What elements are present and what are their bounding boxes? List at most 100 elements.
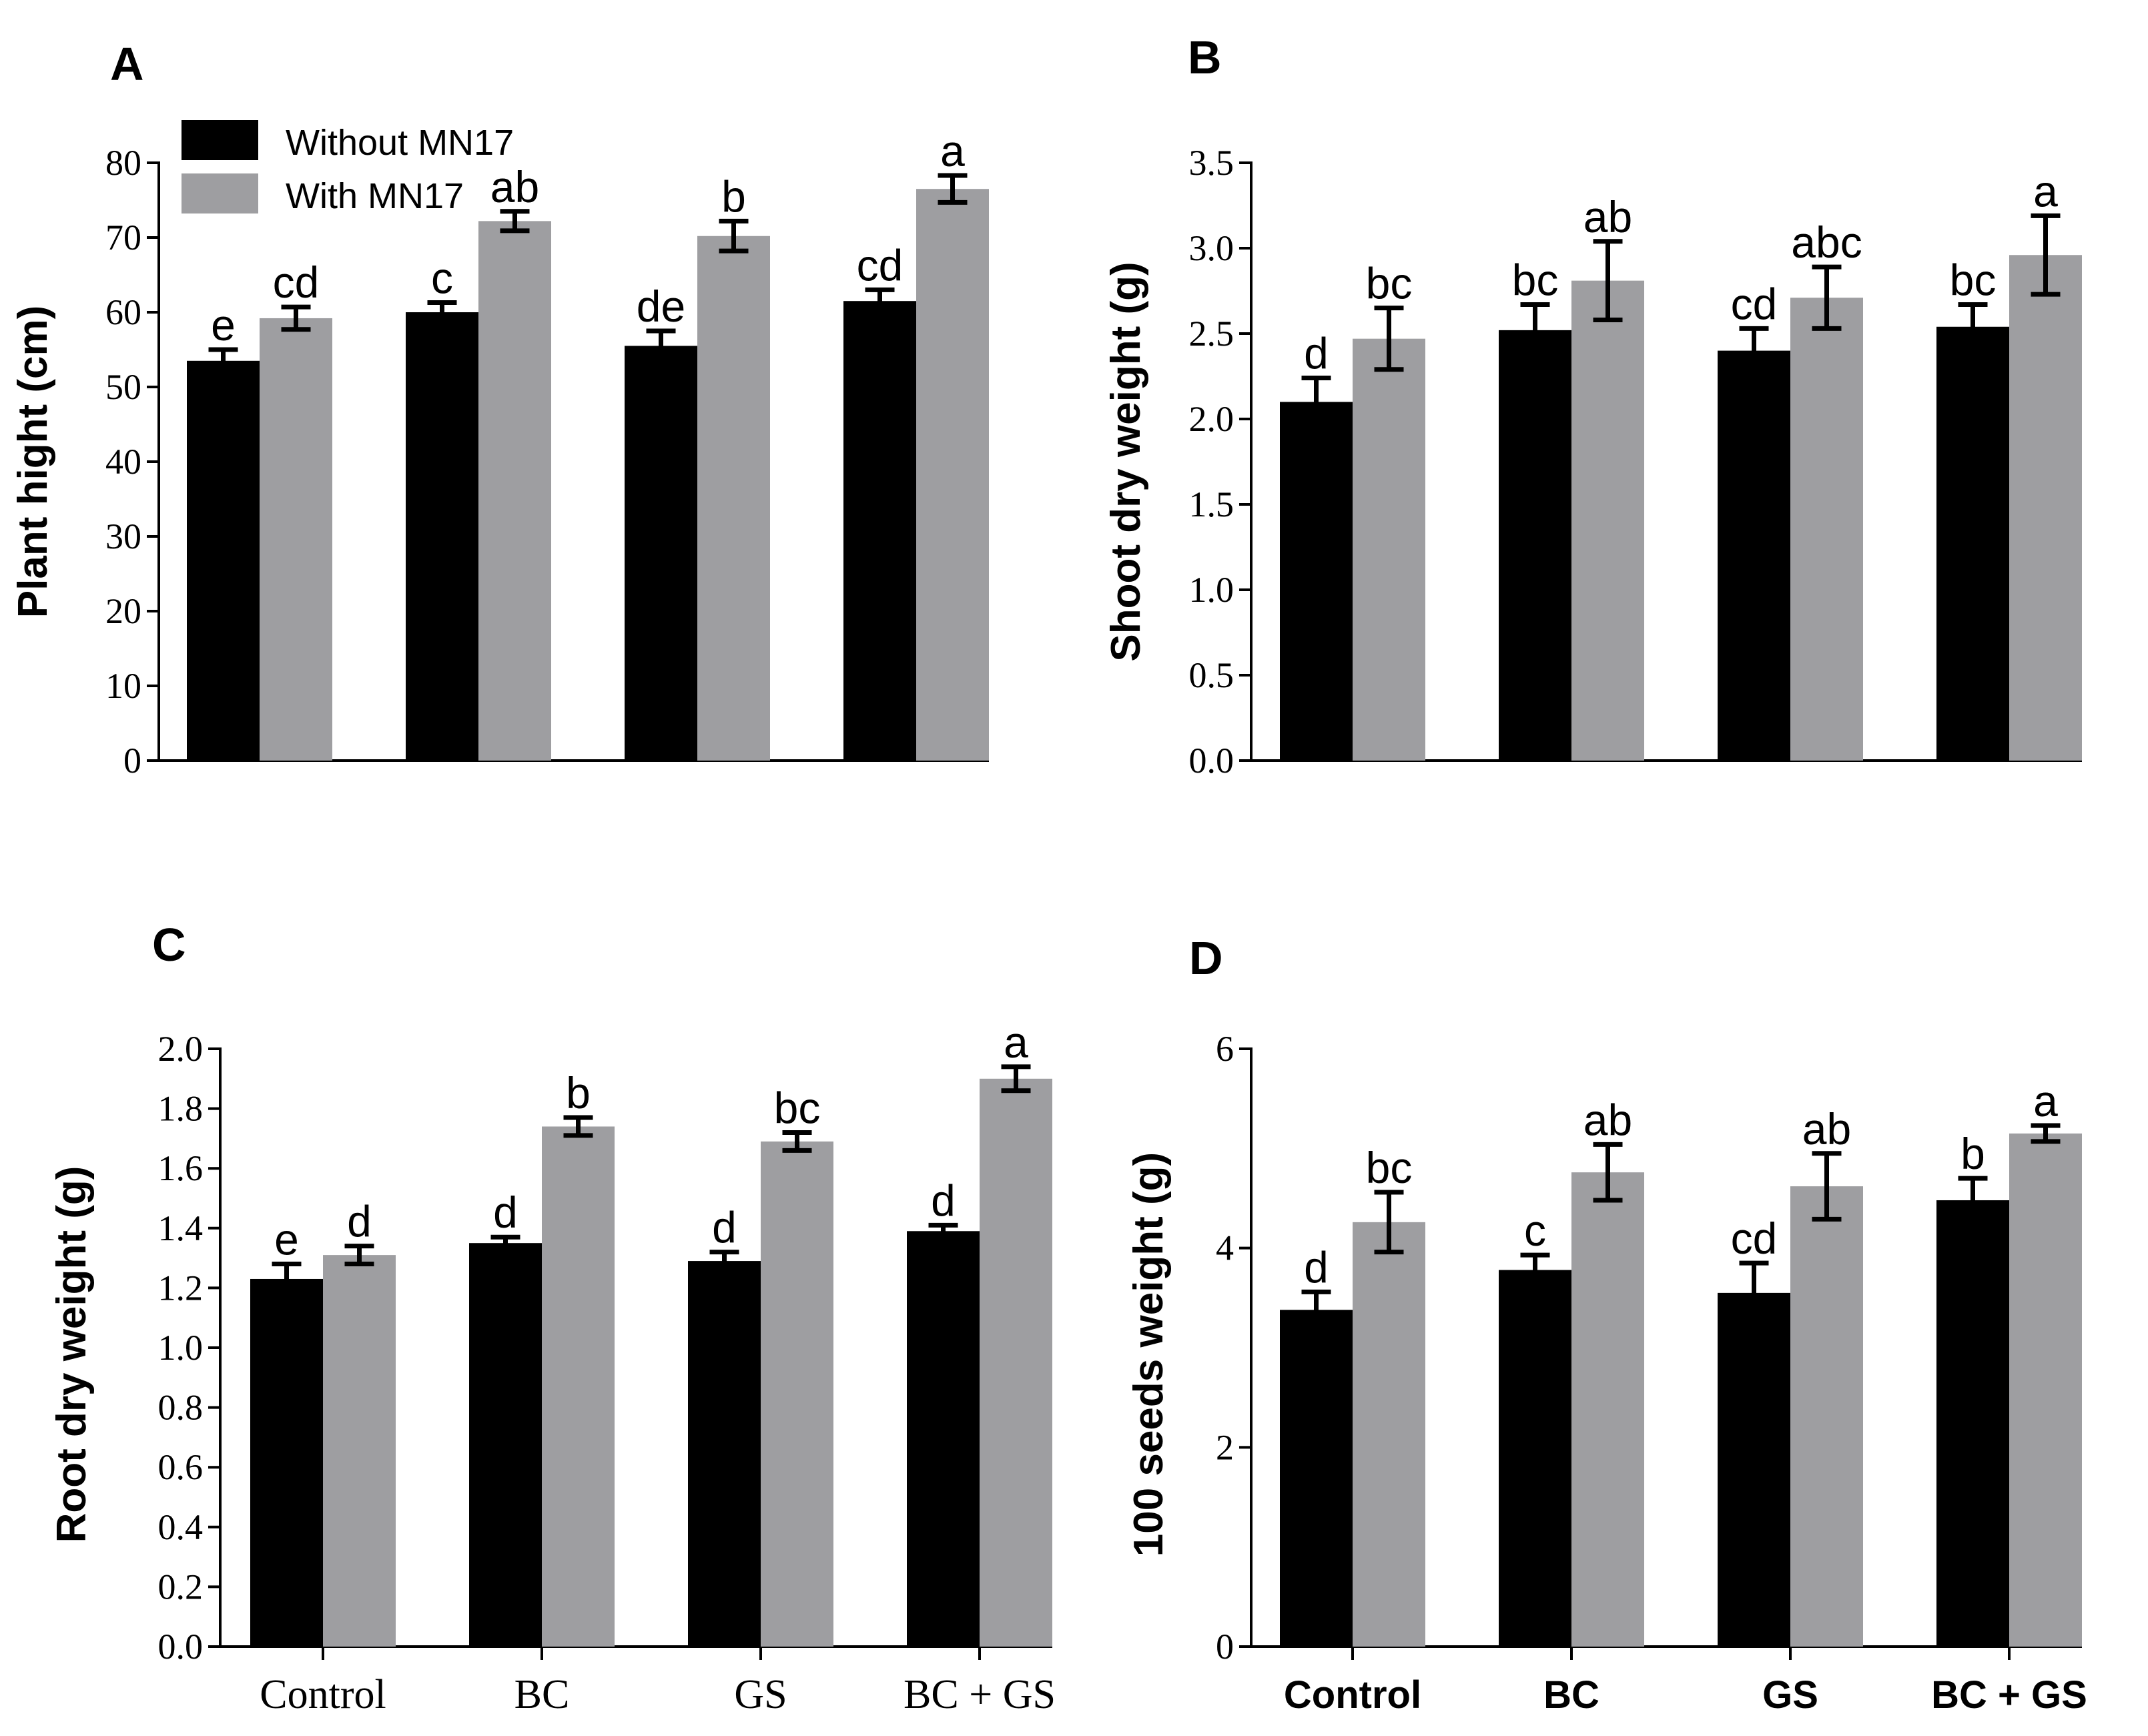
bar — [907, 1231, 980, 1647]
bar — [843, 301, 916, 761]
y-tick-label: 1.0 — [158, 1328, 204, 1368]
significance-letter: d — [1304, 1242, 1329, 1292]
x-tick-label: GS — [734, 1672, 787, 1717]
y-tick-label: 1.6 — [158, 1148, 204, 1188]
y-tick-label: 1.8 — [158, 1089, 204, 1129]
bar — [187, 360, 260, 761]
significance-letter: de — [637, 282, 685, 331]
y-tick-label: 1.2 — [158, 1268, 204, 1308]
bar — [2009, 1133, 2082, 1647]
chart-panel-d: 100 seeds weight (g) 0 2 4 6 Control d bc BC c ab G… — [1126, 1029, 2087, 1717]
bar — [1499, 1270, 1571, 1647]
bar — [478, 221, 551, 761]
significance-letter: e — [274, 1215, 299, 1264]
y-tick-label: 2 — [1216, 1427, 1234, 1467]
significance-letter: cd — [1731, 1214, 1778, 1263]
bar — [1571, 280, 1644, 761]
y-tick-label: 30 — [105, 516, 141, 556]
bar — [1353, 1222, 1425, 1647]
panel-letter-c: C — [152, 919, 186, 971]
y-tick-label: 0.0 — [1189, 741, 1234, 781]
chart-panel-b: Shoot dry weight (g) 0.0 0.5 1.0 1.5 2.0 2.5 3.… — [1103, 143, 2082, 781]
significance-letter: bc — [1366, 1143, 1413, 1192]
bar — [1936, 326, 2009, 761]
bar — [980, 1078, 1052, 1647]
significance-letter: e — [211, 300, 236, 350]
significance-letter: ab — [1583, 1095, 1632, 1144]
bar — [1571, 1172, 1644, 1647]
panel-letter-d: D — [1189, 932, 1223, 984]
bar — [697, 236, 770, 761]
legend-swatch-with — [182, 173, 258, 213]
x-tick-label: Control — [1284, 1673, 1421, 1717]
y-tick-label: 1.4 — [158, 1208, 204, 1248]
significance-letter: bc — [774, 1083, 821, 1132]
y-axis-label: 100 seeds weight (g) — [1126, 1152, 1172, 1557]
bar — [1718, 1292, 1790, 1647]
y-tick-label: 80 — [105, 143, 141, 183]
y-tick-label: 50 — [105, 367, 141, 407]
y-tick-label: 0.4 — [158, 1507, 204, 1547]
bar — [1280, 402, 1353, 761]
significance-letter: a — [2033, 1076, 2058, 1126]
legend-swatch-without — [182, 120, 258, 160]
y-tick-label: 70 — [105, 218, 141, 258]
y-tick-label: 4 — [1216, 1228, 1234, 1268]
y-tick-label: 0.5 — [1189, 655, 1234, 695]
bar — [688, 1261, 761, 1647]
significance-letter: d — [712, 1203, 737, 1252]
significance-letter: cd — [857, 240, 904, 290]
significance-letter: cd — [273, 258, 320, 307]
y-tick-label: 0.6 — [158, 1447, 204, 1487]
bar — [1353, 338, 1425, 761]
bar — [1718, 350, 1790, 761]
bar — [469, 1243, 542, 1647]
panel-letter-a: A — [110, 38, 144, 90]
significance-letter: d — [347, 1197, 372, 1246]
y-tick-label: 1.0 — [1189, 570, 1234, 610]
significance-letter: bc — [1950, 255, 1997, 304]
bar — [1280, 1310, 1353, 1647]
bar — [260, 318, 332, 761]
significance-letter: a — [940, 126, 965, 175]
significance-letter: a — [2033, 166, 2058, 215]
x-tick-label: GS — [1762, 1673, 1818, 1717]
x-tick-label: BC — [514, 1672, 570, 1717]
y-tick-label: 3.5 — [1189, 143, 1234, 183]
y-tick-label: 0.2 — [158, 1567, 204, 1607]
y-axis-label: Shoot dry weight (g) — [1103, 262, 1149, 661]
significance-letter: c — [431, 253, 453, 302]
y-tick-label: 60 — [105, 292, 141, 332]
bar — [323, 1255, 396, 1647]
bar — [406, 312, 478, 761]
y-tick-label: 0.8 — [158, 1388, 204, 1428]
x-tick-label: BC + GS — [904, 1672, 1056, 1717]
legend: Without MN17 With MN17 — [182, 120, 514, 216]
y-tick-label: 6 — [1216, 1029, 1234, 1069]
significance-letter: d — [493, 1188, 518, 1237]
legend-label-without: Without MN17 — [286, 123, 514, 163]
bar — [250, 1278, 323, 1647]
y-tick-label: 3.0 — [1189, 228, 1234, 268]
x-tick-label: BC — [1543, 1673, 1599, 1717]
bar — [761, 1141, 833, 1647]
bar — [916, 189, 989, 761]
x-tick-label: BC + GS — [1931, 1673, 2087, 1717]
y-tick-label: 2.5 — [1189, 314, 1234, 354]
bar — [1499, 330, 1571, 761]
x-tick-label: Control — [260, 1672, 386, 1717]
significance-letter: ab — [1802, 1104, 1851, 1154]
y-tick-label: 10 — [105, 666, 141, 706]
y-tick-label: 0 — [123, 741, 141, 781]
panel-letter-b: B — [1188, 31, 1222, 83]
significance-letter: cd — [1731, 279, 1778, 328]
significance-letter: bc — [1366, 259, 1413, 308]
bar — [625, 346, 697, 761]
significance-letter: bc — [1512, 255, 1559, 304]
significance-letter: a — [1004, 1017, 1028, 1067]
significance-letter: d — [931, 1176, 956, 1225]
y-tick-label: 2.0 — [158, 1029, 204, 1069]
significance-letter: abc — [1791, 218, 1862, 267]
